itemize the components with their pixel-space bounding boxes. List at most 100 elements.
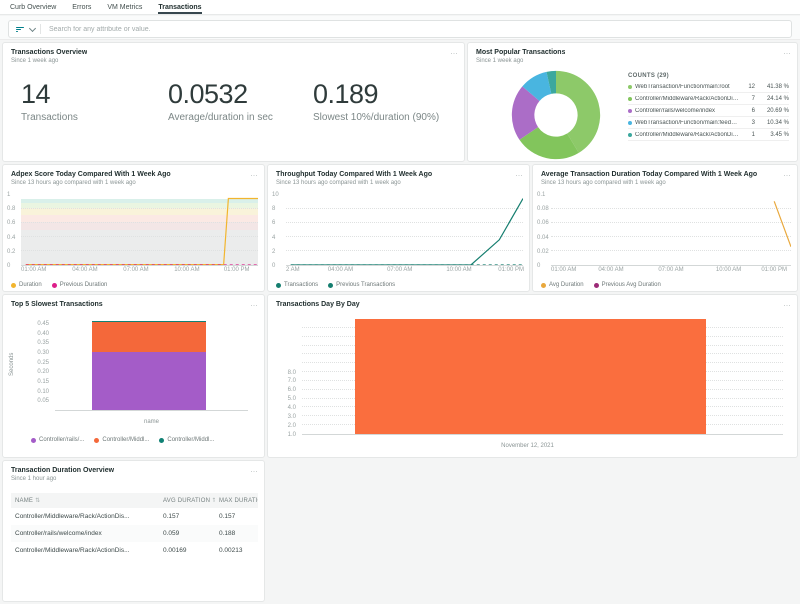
panel-menu-button[interactable]: … — [250, 169, 258, 178]
y-tick-label: 1.0 — [287, 432, 296, 438]
apdex-band — [21, 221, 258, 230]
donut-slice[interactable] — [511, 86, 540, 140]
y-tick-label: 0.25 — [37, 359, 49, 366]
duration-table: NAME⇅AVG DURATION⇅MAX DURATION⇅MIN DURAT… — [11, 493, 258, 595]
filter-icon[interactable] — [16, 26, 24, 32]
gridline — [21, 250, 258, 251]
x-tick-label: 04:00 AM — [327, 267, 354, 273]
panel-menu-button[interactable]: … — [450, 47, 458, 56]
legend-item[interactable]: Avg Duration — [541, 282, 584, 288]
day-bar — [354, 319, 707, 434]
series-lines — [551, 195, 791, 265]
y-tick-label: 4.0 — [287, 405, 296, 412]
panel-title: Adpex Score Today Compared With 1 Week A… — [11, 171, 171, 178]
panel-menu-button[interactable]: … — [250, 299, 258, 308]
panel-transactions-day-by-day: Transactions Day By Day … 1.0 2.0 3.0 4.0 5.… — [267, 294, 798, 458]
panel-top5-slowest: Top 5 Slowest Transactions … Seconds 0.05… — [2, 294, 265, 458]
x-axis: 01:00 AM 04:00 AM 07:00 AM 10:00 AM 01:00 PM — [551, 267, 791, 275]
column-header-name[interactable]: NAME ⇅ — [11, 493, 159, 508]
series-line-duration — [26, 199, 258, 265]
apdex-band — [21, 202, 258, 208]
billboard-transactions: 14 Transactions — [21, 79, 168, 123]
billboard-average-duration: 0.0532 Average/duration in sec — [168, 79, 313, 123]
x-axis: 01:00 AM 04:00 AM 07:00 AM 10:00 AM 01:00 PM — [21, 267, 258, 275]
donut-legend-row[interactable]: WebTransaction/Function/main:feedpa... 3 1… — [628, 117, 789, 129]
donut-chart-area: COUNTS (29) WebTransaction/Function/main… — [468, 65, 797, 161]
y-axis: 0.05 0.10 0.15 0.20 0.25 0.30 0.35 0.40 0.45 — [23, 321, 52, 411]
y-tick-label: 3.0 — [287, 414, 296, 421]
donut-slice[interactable] — [519, 127, 579, 160]
legend-dot — [31, 437, 36, 443]
donut-slice[interactable] — [522, 71, 552, 101]
panel-apdex-score: Adpex Score Today Compared With 1 Week A… — [2, 164, 265, 292]
panel-menu-button[interactable]: … — [515, 169, 523, 178]
y-axis-title: Seconds — [9, 353, 15, 377]
panel-menu-button[interactable]: … — [250, 465, 258, 474]
y-tick-label: 0.02 — [537, 248, 549, 255]
panel-menu-button[interactable]: … — [783, 47, 791, 56]
series-line-avg-duration — [774, 201, 791, 247]
apdex-band — [21, 214, 258, 222]
y-tick-label: 0.4 — [7, 234, 16, 241]
column-header-max-duration[interactable]: MAX DURATION⇅ — [215, 493, 258, 508]
y-tick-label: 8.0 — [287, 369, 296, 376]
tab-vm-metrics[interactable]: VM Metrics — [107, 3, 143, 11]
x-tick-label: 01:00 PM — [223, 267, 250, 273]
legend-item[interactable]: Previous Transactions — [328, 282, 395, 288]
search-input[interactable] — [47, 24, 791, 34]
table-row[interactable]: Controller/rails/welcome/index 0.059 0.188… — [11, 525, 258, 542]
legend-item[interactable]: Transactions — [276, 282, 318, 288]
legend-label: WebTransaction/Function/main:feedpa... — [635, 119, 739, 126]
x-tick-label: 04:00 AM — [72, 267, 98, 273]
y-tick-label: 0.08 — [537, 206, 549, 213]
legend-percent: 3.45 % — [770, 131, 789, 138]
legend-item[interactable]: Controller/rails/... — [31, 437, 84, 443]
legend-percent: 41.38 % — [766, 83, 789, 90]
legend-item[interactable]: Previous Avg Duration — [593, 282, 661, 288]
legend-dot — [628, 108, 632, 113]
y-tick-label: 0.30 — [37, 349, 49, 356]
donut-slice[interactable] — [556, 70, 601, 153]
tab-curb-overview[interactable]: Curb Overview — [10, 3, 57, 11]
legend-label: Controller/Middleware/Rack/ActionDis... — [635, 95, 739, 102]
y-tick-label: 0 — [272, 263, 276, 269]
table-row[interactable]: Controller/Middleware/Rack/ActionDis... 0… — [11, 508, 258, 525]
gridline — [286, 236, 523, 237]
panel-menu-button[interactable]: … — [783, 169, 791, 178]
tab-errors[interactable]: Errors — [72, 3, 92, 11]
legend-item[interactable]: Controller/Middl... — [159, 437, 214, 443]
donut-legend-row[interactable]: Controller/Middleware/Rack/ActionDis... 7… — [628, 93, 789, 105]
column-header-avg-duration[interactable]: AVG DURATION⇅ — [159, 493, 215, 508]
panel-subtitle: Since 1 week ago — [476, 58, 524, 64]
legend-dot — [276, 282, 281, 288]
y-tick-label: 6.0 — [287, 387, 296, 394]
table-cell: 0.00213 — [219, 547, 243, 554]
x-tick-label: 2 AM — [286, 267, 300, 273]
chevron-down-icon[interactable] — [28, 24, 37, 32]
legend-dot — [11, 282, 16, 288]
legend-item[interactable]: Controller/Middl... — [94, 437, 149, 443]
chart-legend: Duration Previous Duration — [11, 282, 107, 288]
x-axis: 2 AM 04:00 AM 07:00 AM 10:00 AM 01:00 PM — [286, 267, 524, 275]
donut-legend-row[interactable]: WebTransaction/Function/main:root 12 41.38… — [628, 81, 789, 93]
billboard-label: Transactions — [21, 112, 78, 123]
legend-label: Controller/Middl... — [167, 437, 215, 443]
donut-slice[interactable] — [546, 70, 556, 94]
apdex-chart: 0 0.2 0.4 0.6 0.8 1 01:00 AM 04:00 AM 07:00 AM 10… — [3, 191, 264, 291]
y-tick-label: 0.15 — [37, 379, 49, 385]
sort-icon: ⇅ — [212, 498, 215, 504]
donut-legend-row[interactable]: Controller/Middleware/Rack/ActionDis... 1… — [628, 129, 789, 141]
legend-dot — [593, 282, 599, 288]
search-box[interactable] — [8, 20, 792, 38]
series-lines — [286, 195, 523, 265]
x-tick-label: 07:00 AM — [658, 267, 684, 273]
tab-transactions[interactable]: Transactions — [158, 0, 202, 14]
table-row[interactable]: Controller/Middleware/Rack/ActionDis... 0… — [11, 542, 258, 559]
legend-item[interactable]: Duration — [11, 282, 42, 288]
legend-item[interactable]: Previous Duration — [51, 282, 107, 288]
donut-legend: COUNTS (29) WebTransaction/Function/main… — [628, 73, 789, 141]
panel-menu-button[interactable]: … — [783, 299, 791, 308]
donut-legend-row[interactable]: Controller/rails/welcome/index 6 20.69 % — [628, 105, 789, 117]
panel-title: Throughput Today Compared With 1 Week Ag… — [276, 171, 433, 178]
table-cell: Controller/Middleware/Rack/ActionDis... — [15, 513, 130, 520]
